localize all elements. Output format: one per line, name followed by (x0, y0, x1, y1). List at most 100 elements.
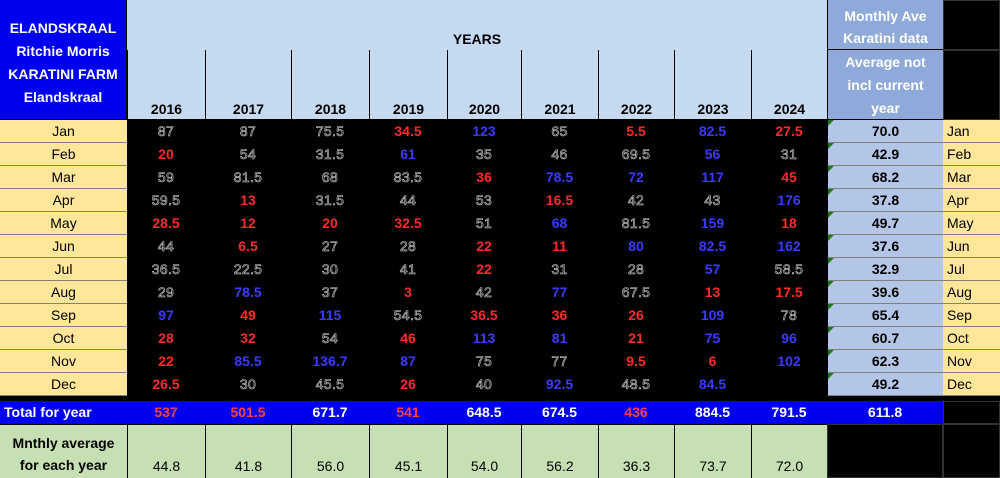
rainfall-value: 54 (321, 330, 339, 347)
rainfall-value: 35 (475, 146, 493, 163)
rainfall-value: 29 (157, 284, 175, 301)
month-label-right: Jun (943, 235, 1000, 258)
year-total-value: 791.5 (771, 404, 807, 420)
rainfall-value: 30 (239, 376, 257, 393)
rainfall-value: 75.5 (315, 123, 345, 140)
rainfall-value: 117 (701, 169, 724, 185)
cell-note-marker (828, 373, 834, 379)
rainfall-value: 97 (158, 307, 174, 323)
monthly-average-value: 39.6 (827, 281, 943, 304)
rainfall-value: 82.5 (698, 238, 727, 254)
monthly-average-label-line: for each year (19, 457, 108, 473)
rainfall-value: 69.5 (621, 146, 651, 163)
year-total-value: 541 (396, 404, 420, 420)
rainfall-value: 5.5 (626, 123, 646, 139)
year-header-cell: 2017 (205, 50, 291, 120)
rainfall-value: 109 (700, 307, 725, 323)
monthly-average-text: 37.6 (871, 238, 900, 254)
monthly-average-value: 37.8 (827, 189, 943, 212)
monthly-average-text: 42.9 (871, 146, 900, 162)
year-total-value: 537 (154, 404, 178, 420)
rainfall-value: 72 (628, 169, 644, 185)
year-monthly-average: 73.7 (674, 424, 751, 478)
rainfall-value: 43 (704, 192, 721, 209)
rainfall-value: 87 (400, 353, 416, 369)
year-monthly-average: 54.0 (447, 424, 521, 478)
black-cell (943, 0, 1000, 50)
rainfall-value: 102 (777, 353, 801, 369)
year-total-value: 648.5 (466, 404, 502, 420)
rainfall-value: 115 (318, 307, 342, 323)
monthly-average-value: 70.0 (827, 120, 943, 143)
rainfall-value: 81.5 (233, 169, 263, 186)
rainfall-value: 9.5 (626, 353, 646, 369)
rainfall-value: 26 (400, 376, 416, 392)
year-monthly-average: 45.1 (369, 424, 447, 478)
monthly-average-value: 42.9 (827, 143, 943, 166)
month-label-right: Aug (943, 281, 1000, 304)
monthly-average-value: 49.7 (827, 212, 943, 235)
black-cell (827, 424, 943, 478)
rainfall-value: 75 (475, 353, 493, 370)
rainfall-value: 36 (476, 169, 492, 185)
monthly-average-value: 62.3 (827, 350, 943, 373)
black-cell (943, 401, 1000, 424)
total-for-year-label: Total for year (0, 401, 127, 424)
year-monthly-average: 44.8 (127, 424, 205, 478)
rainfall-value: 75 (704, 330, 721, 346)
monthly-average-text: 65.4 (871, 307, 900, 323)
rainfall-value: 26 (628, 307, 644, 323)
cell-note-marker (828, 281, 834, 287)
monthly-average-value: 37.6 (827, 235, 943, 258)
monthly-average-label-line: Mnthly average (12, 435, 115, 451)
cell-note-marker (828, 350, 834, 356)
year-total-value: 671.7 (312, 404, 348, 420)
cell-note-marker (828, 166, 834, 172)
rainfall-value: 61 (400, 146, 416, 162)
rainfall-value: 78.5 (545, 169, 574, 185)
rainfall-value: 42 (475, 284, 493, 301)
farm-label-cell: ELANDSKRAAL Ritchie Morris KARATINI FARM… (0, 0, 127, 120)
rainfall-value: 6 (708, 353, 717, 369)
month-label: Oct (0, 327, 127, 350)
year-total-value: 501.5 (230, 404, 266, 420)
rainfall-value: 20 (322, 215, 338, 231)
monthly-average-text: 60.7 (871, 330, 900, 346)
monthly-average-value: 32.9 (827, 258, 943, 281)
rainfall-value: 81 (551, 330, 568, 346)
rainfall-value: 82.5 (698, 123, 727, 139)
cell-note-marker (828, 304, 834, 310)
monthly-average-text: 70.0 (871, 123, 900, 139)
month-label-right: Nov (943, 350, 1000, 373)
month-label: Mar (0, 166, 127, 189)
monthly-ave-header: Monthly Ave Karatini data (827, 0, 943, 50)
rainfall-value: 36.5 (470, 307, 498, 323)
black-cell (943, 50, 1000, 120)
rainfall-value: 31 (551, 261, 568, 278)
rainfall-value: 49 (240, 307, 256, 323)
monthly-average-value: 65.4 (827, 304, 943, 327)
month-label: Feb (0, 143, 127, 166)
year-monthly-average: 36.3 (598, 424, 674, 478)
rainfall-value: 31 (780, 146, 798, 163)
rainfall-value: 87 (157, 123, 175, 140)
rainfall-value: 80 (628, 238, 644, 254)
year-header-cell: 2021 (521, 50, 598, 120)
month-label: Sep (0, 304, 127, 327)
month-label-right: Apr (943, 189, 1000, 212)
rainfall-value: 68 (321, 169, 339, 186)
year-monthly-average: 56.2 (521, 424, 598, 478)
rainfall-value: 136.7 (312, 353, 348, 369)
cell-note-marker (828, 120, 834, 126)
year-header-cell: 2022 (598, 50, 674, 120)
month-label: Jan (0, 120, 127, 143)
rainfall-value: 18 (781, 215, 797, 231)
rainfall-value: 59 (157, 169, 175, 186)
rainfall-value: 96 (781, 330, 797, 346)
rainfall-value: 159 (700, 215, 725, 231)
month-label-right: Feb (943, 143, 1000, 166)
rainfall-value: 28 (158, 330, 174, 346)
rainfall-value: 78.5 (234, 284, 262, 300)
average-header-line: year (871, 100, 900, 116)
